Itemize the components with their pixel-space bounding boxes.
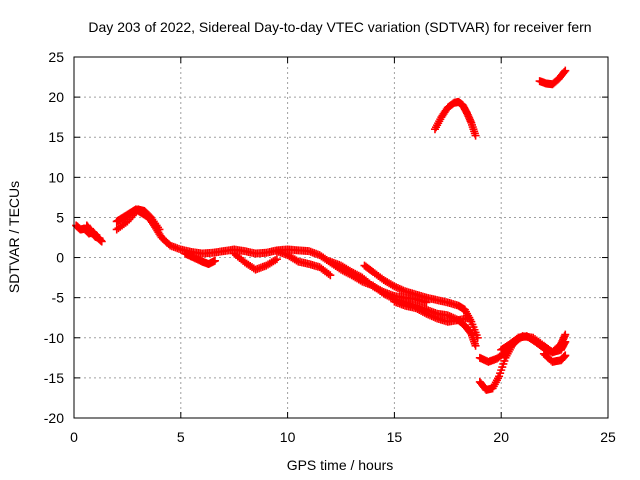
data-point [424,310,433,319]
data-point [324,269,333,278]
y-tick-label: 20 [48,89,64,105]
data-point [561,330,570,339]
data-point [465,313,474,322]
series-descent-branch-b [360,261,482,342]
data-point [377,287,386,296]
series-top-right-arc [535,66,570,89]
grid [74,57,608,418]
x-tick-label: 10 [280,429,296,445]
data-point [471,131,480,140]
y-tick-label: -20 [44,410,64,426]
series-mid-branch-c [272,247,335,280]
series-late-tail [539,349,570,366]
y-tick-label: 0 [56,250,64,266]
y-tick-labels: 25 20 15 10 5 0 -5 -10 -15 -20 [44,49,64,426]
x-axis-title: GPS time / hours [287,457,394,473]
series-late-upper-arc-b [497,330,570,357]
data-point [561,66,570,75]
data-point [395,284,404,293]
tick-marks [73,56,609,419]
data-point [561,351,570,360]
data-point [392,283,401,292]
series-main-arc [112,205,480,350]
data-point [422,309,431,318]
series-early-arc-b [82,221,104,243]
data-point [393,284,402,293]
x-tick-label: 20 [493,429,509,445]
data-point [560,67,569,76]
y-tick-label: -5 [52,290,65,306]
data-point [292,256,301,265]
series-upper-band [112,205,164,234]
data-point [271,256,280,265]
y-axis-title: SDTVAR / TECUs [6,181,22,293]
y-tick-label: -10 [44,330,64,346]
x-tick-label: 5 [177,429,185,445]
series-high-arc [430,97,480,140]
data-point [426,311,434,320]
series-mid-branch-b [230,249,281,274]
data-point [210,256,219,265]
series-descent-branch [326,257,431,307]
data-point [95,234,104,243]
data-point [272,255,281,264]
data-point [429,312,438,321]
data-point [326,271,335,280]
data-series [72,66,570,394]
data-point [431,313,440,322]
data-point [390,282,399,291]
data-point [399,286,408,295]
y-tick-label: 5 [56,209,64,225]
series-mid-branch-a [181,249,219,268]
data-point [397,285,406,294]
x-tick-label: 0 [70,429,78,445]
data-point [155,225,164,234]
data-point [473,333,482,342]
y-tick-label: 10 [48,169,64,185]
y-tick-label: 25 [48,49,64,65]
data-point [427,312,436,321]
y-tick-label: 15 [48,129,64,145]
plot-frame [73,56,609,419]
x-tick-label: 15 [387,429,403,445]
x-tick-labels: 0 5 10 15 20 25 [70,429,616,445]
data-point [420,308,429,317]
data-point [471,341,480,350]
x-tick-label: 25 [600,429,616,445]
series-descent-branch-c [390,297,474,326]
y-tick-label: -15 [44,370,64,386]
chart-title: Day 203 of 2022, Sidereal Day-to-day VTE… [88,19,591,35]
